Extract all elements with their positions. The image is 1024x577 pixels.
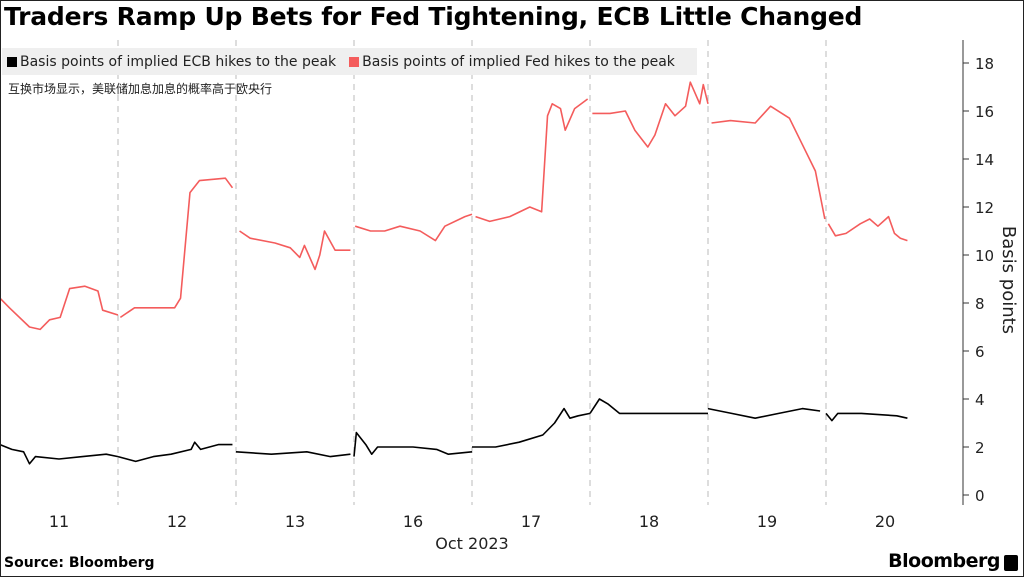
legend-label-fed: Basis points of implied Fed hikes to the… (362, 53, 675, 70)
x-tick-label: 13 (285, 512, 305, 531)
legend-swatch-ecb (7, 56, 17, 67)
fed-series-line (475, 98, 589, 223)
source-note: Source: Bloomberg (4, 555, 155, 571)
x-tick-label: 18 (639, 512, 659, 531)
y-tick-label: 14 (975, 151, 994, 169)
y-axis-label: Basis points (998, 226, 1019, 334)
fed-series-line (592, 81, 709, 148)
ecb-series-line (825, 412, 908, 422)
legend-swatch-fed (349, 56, 360, 67)
bloomberg-logo: Bloomberg (888, 550, 1000, 572)
legend: Basis points of implied ECB hikes to the… (2, 48, 697, 75)
y-tick-label: 16 (975, 103, 994, 121)
fed-series-line (354, 213, 473, 242)
ecb-series-line (0, 443, 119, 465)
ecb-series-line (707, 407, 821, 420)
y-tick-label: 2 (975, 439, 985, 457)
y-tick-label: 12 (975, 199, 994, 217)
legend-label-ecb: Basis points of implied ECB hikes to the… (20, 53, 337, 70)
fed-series-line (711, 105, 826, 220)
ecb-series-line (472, 407, 591, 448)
x-tick-label: 20 (875, 512, 895, 531)
fed-series-line (119, 177, 234, 319)
y-tick-label: 8 (975, 295, 985, 313)
bloomberg-logo-icon (1004, 555, 1018, 571)
fed-series-line (827, 215, 908, 242)
ecb-series-line (353, 431, 473, 457)
fed-series-line (0, 285, 119, 331)
y-tick-label: 6 (975, 343, 985, 361)
ecb-series-line (589, 398, 708, 415)
x-tick-label: 17 (521, 512, 541, 531)
chart-subtitle: 互换市场显示，美联储加息加息的概率高于欧央行 (8, 82, 273, 96)
y-tick-label: 18 (975, 55, 994, 73)
fed-series-line (239, 230, 351, 271)
y-tick-label: 10 (975, 247, 994, 265)
legend-item-fed[interactable]: Basis points of implied Fed hikes to the… (349, 54, 675, 70)
x-tick-label: 19 (757, 512, 777, 531)
y-tick-label: 0 (975, 487, 985, 505)
x-axis-label: Oct 2023 (435, 534, 508, 553)
x-tick-label: 12 (167, 512, 187, 531)
chart-title: Traders Ramp Up Bets for Fed Tightening,… (4, 2, 863, 31)
x-tick-label: 16 (403, 512, 423, 531)
ecb-series-line (117, 441, 233, 463)
x-tick-label: 11 (49, 512, 69, 531)
y-tick-label: 4 (975, 391, 985, 409)
legend-item-ecb[interactable]: Basis points of implied ECB hikes to the… (7, 54, 336, 70)
ecb-series-line (235, 450, 351, 458)
